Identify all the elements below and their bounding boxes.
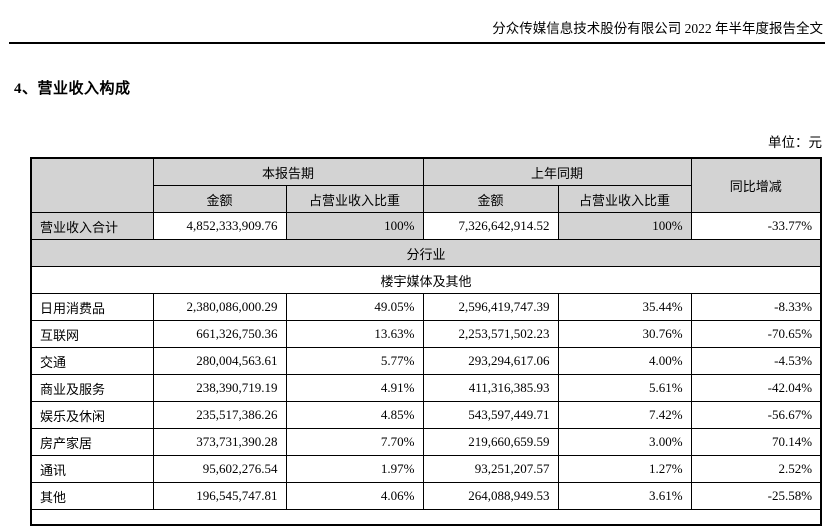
cell-label: 房产家居 [30, 428, 154, 456]
cell-cur-amount: 661,326,750.36 [152, 320, 287, 348]
cell-prior-amount: 411,316,385.93 [422, 374, 559, 402]
cell-cur-share: 5.77% [285, 347, 424, 375]
cell-total-yoy: -33.77% [690, 212, 822, 240]
header-cell-share-prior: 占营业收入比重 [557, 185, 692, 213]
cell-yoy: 2.52% [690, 455, 822, 483]
cell-total-prior-amount: 7,326,642,914.52 [422, 212, 559, 240]
header-cell-yoy-change: 同比增减 [690, 157, 822, 213]
document-header-title: 分众传媒信息技术股份有限公司 2022 年半年度报告全文 [492, 21, 823, 36]
header-cell-prior-period: 上年同期 [422, 157, 692, 186]
section-title: 4、营业收入构成 [14, 81, 131, 97]
cell-total-cur-amount: 4,852,333,909.76 [152, 212, 287, 240]
table-row: 交通 280,004,563.61 5.77% 293,294,617.06 4… [30, 347, 822, 375]
cell-prior-share: 4.00% [557, 347, 692, 375]
cell-prior-amount: 293,294,617.06 [422, 347, 559, 375]
header-cell-share-current: 占营业收入比重 [285, 185, 424, 213]
cell-cur-share: 4.85% [285, 401, 424, 429]
cell-cur-share: 49.05% [285, 293, 424, 321]
table-row: 日用消费品 2,380,086,000.29 49.05% 2,596,419,… [30, 293, 822, 321]
table-row-total: 营业收入合计 4,852,333,909.76 100% 7,326,642,9… [30, 212, 822, 240]
table-row: 通讯 95,602,276.54 1.97% 93,251,207.57 1.2… [30, 455, 822, 483]
header-cell-amount-prior: 金额 [422, 185, 559, 213]
header-cell-empty [30, 157, 154, 213]
cell-prior-amount: 93,251,207.57 [422, 455, 559, 483]
table-header-row-sub: 金额 占营业收入比重 金额 占营业收入比重 [31, 185, 821, 213]
table-row: 其他 196,545,747.81 4.06% 264,088,949.53 3… [30, 482, 822, 510]
cell-subsection-label: 楼宇媒体及其他 [30, 266, 822, 294]
unit-label: 单位：元 [768, 135, 822, 150]
cell-prior-share: 35.44% [557, 293, 692, 321]
header-cell-amount-current: 金额 [152, 185, 287, 213]
cell-cur-share: 4.91% [285, 374, 424, 402]
cell-cur-share: 7.70% [285, 428, 424, 456]
report-page: { "page": { "header_title": "分众传媒信息技术股份有… [9, 21, 825, 526]
cell-cur-share: 4.06% [285, 482, 424, 510]
cell-total-prior-share: 100% [557, 212, 692, 240]
cell-label: 交通 [30, 347, 154, 375]
cell-cur-amount: 373,731,390.28 [152, 428, 287, 456]
revenue-composition-table: 本报告期 上年同期 同比增减 金额 占营业收入比重 金额 占营业收入比重 营业收… [30, 157, 823, 526]
cell-cur-share: 1.97% [285, 455, 424, 483]
table-row: 娱乐及休闲 235,517,386.26 4.85% 543,597,449.7… [30, 401, 822, 429]
table-row-clipped [30, 509, 822, 525]
cell-yoy: -8.33% [690, 293, 822, 321]
cell-yoy: 70.14% [690, 428, 822, 456]
cell-prior-share: 30.76% [557, 320, 692, 348]
cell-prior-amount: 264,088,949.53 [422, 482, 559, 510]
cell-prior-amount: 2,253,571,502.23 [422, 320, 559, 348]
cell-prior-amount: 2,596,419,747.39 [422, 293, 559, 321]
cell-prior-share: 3.61% [557, 482, 692, 510]
cell-label: 商业及服务 [30, 374, 154, 402]
header-divider [9, 42, 825, 44]
cell-cur-amount: 196,545,747.81 [152, 482, 287, 510]
cell-label: 其他 [30, 482, 154, 510]
table-row: 商业及服务 238,390,719.19 4.91% 411,316,385.9… [30, 374, 822, 402]
cell-clipped [30, 509, 822, 525]
cell-label: 通讯 [30, 455, 154, 483]
cell-cur-amount: 95,602,276.54 [152, 455, 287, 483]
cell-label: 互联网 [30, 320, 154, 348]
cell-prior-amount: 543,597,449.71 [422, 401, 559, 429]
table-header-row-groups: 本报告期 上年同期 同比增减 [30, 157, 822, 213]
cell-yoy: -42.04% [690, 374, 822, 402]
cell-section-label: 分行业 [30, 239, 822, 267]
table-row: 互联网 661,326,750.36 13.63% 2,253,571,502.… [30, 320, 822, 348]
cell-yoy: -56.67% [690, 401, 822, 429]
cell-yoy: -70.65% [690, 320, 822, 348]
cell-label: 日用消费品 [30, 293, 154, 321]
table-row-subsection-building-media: 楼宇媒体及其他 [30, 266, 822, 294]
cell-cur-amount: 238,390,719.19 [152, 374, 287, 402]
cell-prior-share: 5.61% [557, 374, 692, 402]
cell-cur-amount: 280,004,563.61 [152, 347, 287, 375]
cell-prior-share: 3.00% [557, 428, 692, 456]
cell-cur-amount: 235,517,386.26 [152, 401, 287, 429]
table-row: 房产家居 373,731,390.28 7.70% 219,660,659.59… [30, 428, 822, 456]
cell-total-label: 营业收入合计 [30, 212, 154, 240]
cell-label: 娱乐及休闲 [30, 401, 154, 429]
cell-yoy: -25.58% [690, 482, 822, 510]
cell-prior-share: 7.42% [557, 401, 692, 429]
cell-yoy: -4.53% [690, 347, 822, 375]
table-row-section-by-industry: 分行业 [30, 239, 822, 267]
cell-total-cur-share: 100% [285, 212, 424, 240]
cell-prior-amount: 219,660,659.59 [422, 428, 559, 456]
cell-cur-share: 13.63% [285, 320, 424, 348]
cell-prior-share: 1.27% [557, 455, 692, 483]
header-cell-current-period: 本报告期 [152, 157, 424, 186]
cell-cur-amount: 2,380,086,000.29 [152, 293, 287, 321]
